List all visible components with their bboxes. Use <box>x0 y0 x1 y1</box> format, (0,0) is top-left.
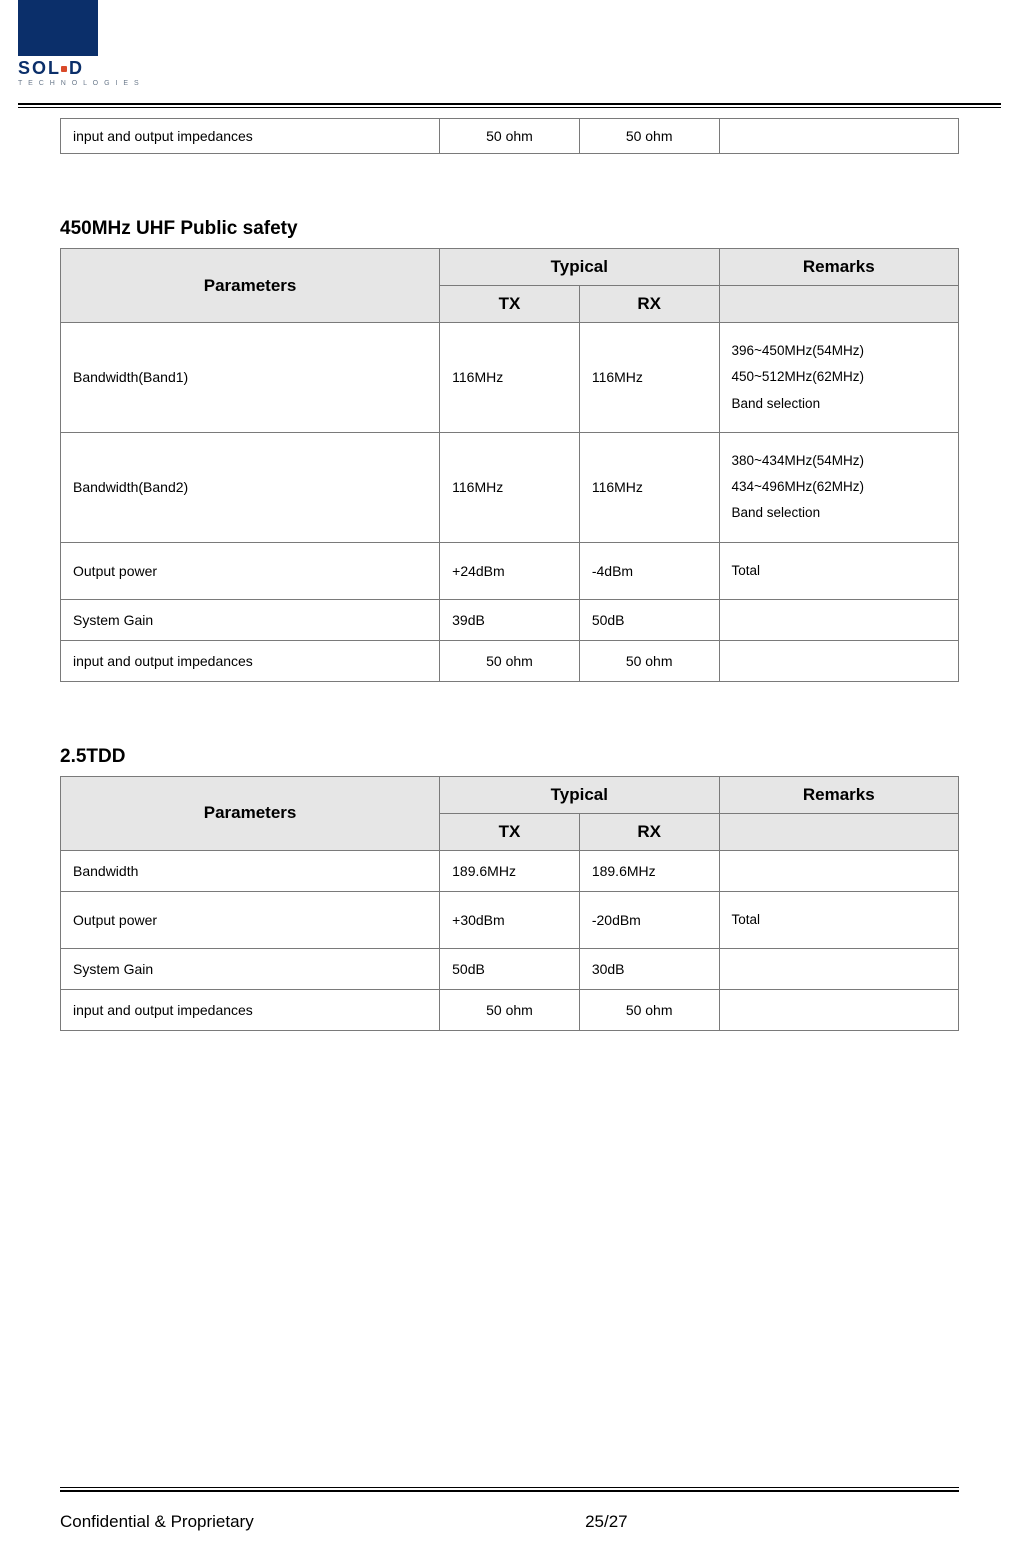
remark-line: Band selection <box>732 394 946 414</box>
cell-param: Bandwidth(Band1) <box>61 323 440 433</box>
brand-letter: O <box>32 58 46 79</box>
cell-tx: 189.6MHz <box>440 850 580 891</box>
cell-remark <box>719 990 958 1031</box>
table-header-row: Parameters Typical Remarks <box>61 249 959 286</box>
table-450mhz: Parameters Typical Remarks TX RX Bandwid… <box>60 248 959 682</box>
page-content: input and output impedances 50 ohm 50 oh… <box>0 0 1019 1031</box>
header-blank <box>719 286 958 323</box>
brand-logo: S O L D T E C H N O L O G I E S <box>18 0 98 90</box>
cell-param: Output power <box>61 891 440 948</box>
cell-remark <box>719 850 958 891</box>
cell-param: System Gain <box>61 949 440 990</box>
cell-tx: 50 ohm <box>440 640 580 681</box>
cell-tx: 50 ohm <box>440 119 580 154</box>
brand-letter: D <box>69 58 82 79</box>
brand-dot-icon <box>61 66 67 72</box>
brand-subtext: T E C H N O L O G I E S <box>18 80 98 87</box>
brand-logo-square <box>18 0 98 56</box>
remark-line: 450~512MHz(62MHz) <box>732 367 946 387</box>
cell-tx: +30dBm <box>440 891 580 948</box>
header-parameters: Parameters <box>61 249 440 323</box>
remark-line: Total <box>732 561 946 581</box>
table-header-row: Parameters Typical Remarks <box>61 776 959 813</box>
cell-rx: 116MHz <box>579 323 719 433</box>
table-row: Bandwidth(Band2)116MHz116MHz380~434MHz(5… <box>61 432 959 542</box>
header-parameters: Parameters <box>61 776 440 850</box>
cell-tx: 116MHz <box>440 432 580 542</box>
cell-param: Bandwidth <box>61 850 440 891</box>
table-row: input and output impedances50 ohm50 ohm <box>61 640 959 681</box>
table-2-5tdd: Parameters Typical Remarks TX RX Bandwid… <box>60 776 959 1031</box>
header-blank <box>719 813 958 850</box>
table-row: Bandwidth(Band1)116MHz116MHz396~450MHz(5… <box>61 323 959 433</box>
cell-tx: +24dBm <box>440 542 580 599</box>
cell-param: input and output impedances <box>61 119 440 154</box>
cell-rx: 50 ohm <box>579 119 719 154</box>
cell-remark: Total <box>719 542 958 599</box>
footer-confidential: Confidential & Proprietary <box>60 1512 254 1532</box>
table-row: Output power+30dBm-20dBm Total <box>61 891 959 948</box>
cell-rx: 30dB <box>579 949 719 990</box>
page-footer: Confidential & Proprietary 25/27 <box>60 1512 959 1532</box>
header-typical: Typical <box>440 776 719 813</box>
cell-remark: 396~450MHz(54MHz) 450~512MHz(62MHz) Band s… <box>719 323 958 433</box>
header-remarks: Remarks <box>719 249 958 286</box>
header-remarks: Remarks <box>719 776 958 813</box>
remark-line: Band selection <box>732 503 946 523</box>
brand-letter: L <box>48 58 59 79</box>
cell-tx: 39dB <box>440 599 580 640</box>
cell-tx: 116MHz <box>440 323 580 433</box>
cell-rx: 189.6MHz <box>579 850 719 891</box>
remark-line: 434~496MHz(62MHz) <box>732 477 946 497</box>
footer-rule <box>60 1487 959 1492</box>
cell-rx: 116MHz <box>579 432 719 542</box>
table-row: System Gain50dB30dB <box>61 949 959 990</box>
cell-remark: Total <box>719 891 958 948</box>
cell-param: input and output impedances <box>61 990 440 1031</box>
table-row: System Gain39dB50dB <box>61 599 959 640</box>
header-typical: Typical <box>440 249 719 286</box>
section-title-2-5tdd: 2.5TDD <box>60 746 959 768</box>
table-row: Bandwidth189.6MHz189.6MHz <box>61 850 959 891</box>
table-row: input and output impedances 50 ohm 50 oh… <box>61 119 959 154</box>
orphan-row-table: input and output impedances 50 ohm 50 oh… <box>60 118 959 154</box>
cell-rx: -4dBm <box>579 542 719 599</box>
remark-line: Total <box>732 910 946 930</box>
cell-rx: 50dB <box>579 599 719 640</box>
cell-remark <box>719 119 958 154</box>
cell-param: Bandwidth(Band2) <box>61 432 440 542</box>
cell-rx: 50 ohm <box>579 990 719 1031</box>
header-rx: RX <box>579 286 719 323</box>
table-row: Output power+24dBm-4dBm Total <box>61 542 959 599</box>
cell-remark: 380~434MHz(54MHz) 434~496MHz(62MHz) Band s… <box>719 432 958 542</box>
brand-wordmark: S O L D <box>18 58 98 79</box>
cell-remark <box>719 949 958 990</box>
page: S O L D T E C H N O L O G I E S input an… <box>0 0 1019 1562</box>
remark-line: 396~450MHz(54MHz) <box>732 341 946 361</box>
cell-remark <box>719 640 958 681</box>
header-rx: RX <box>579 813 719 850</box>
cell-tx: 50 ohm <box>440 990 580 1031</box>
brand-letter: S <box>18 58 30 79</box>
cell-param: input and output impedances <box>61 640 440 681</box>
footer-page-number: 25/27 <box>254 1512 959 1532</box>
cell-rx: 50 ohm <box>579 640 719 681</box>
cell-param: Output power <box>61 542 440 599</box>
remark-line: 380~434MHz(54MHz) <box>732 451 946 471</box>
header-rule <box>18 103 1001 108</box>
section-title-450mhz: 450MHz UHF Public safety <box>60 218 959 240</box>
cell-remark <box>719 599 958 640</box>
header-tx: TX <box>440 286 580 323</box>
cell-rx: -20dBm <box>579 891 719 948</box>
cell-param: System Gain <box>61 599 440 640</box>
cell-tx: 50dB <box>440 949 580 990</box>
table-row: input and output impedances50 ohm50 ohm <box>61 990 959 1031</box>
header-tx: TX <box>440 813 580 850</box>
